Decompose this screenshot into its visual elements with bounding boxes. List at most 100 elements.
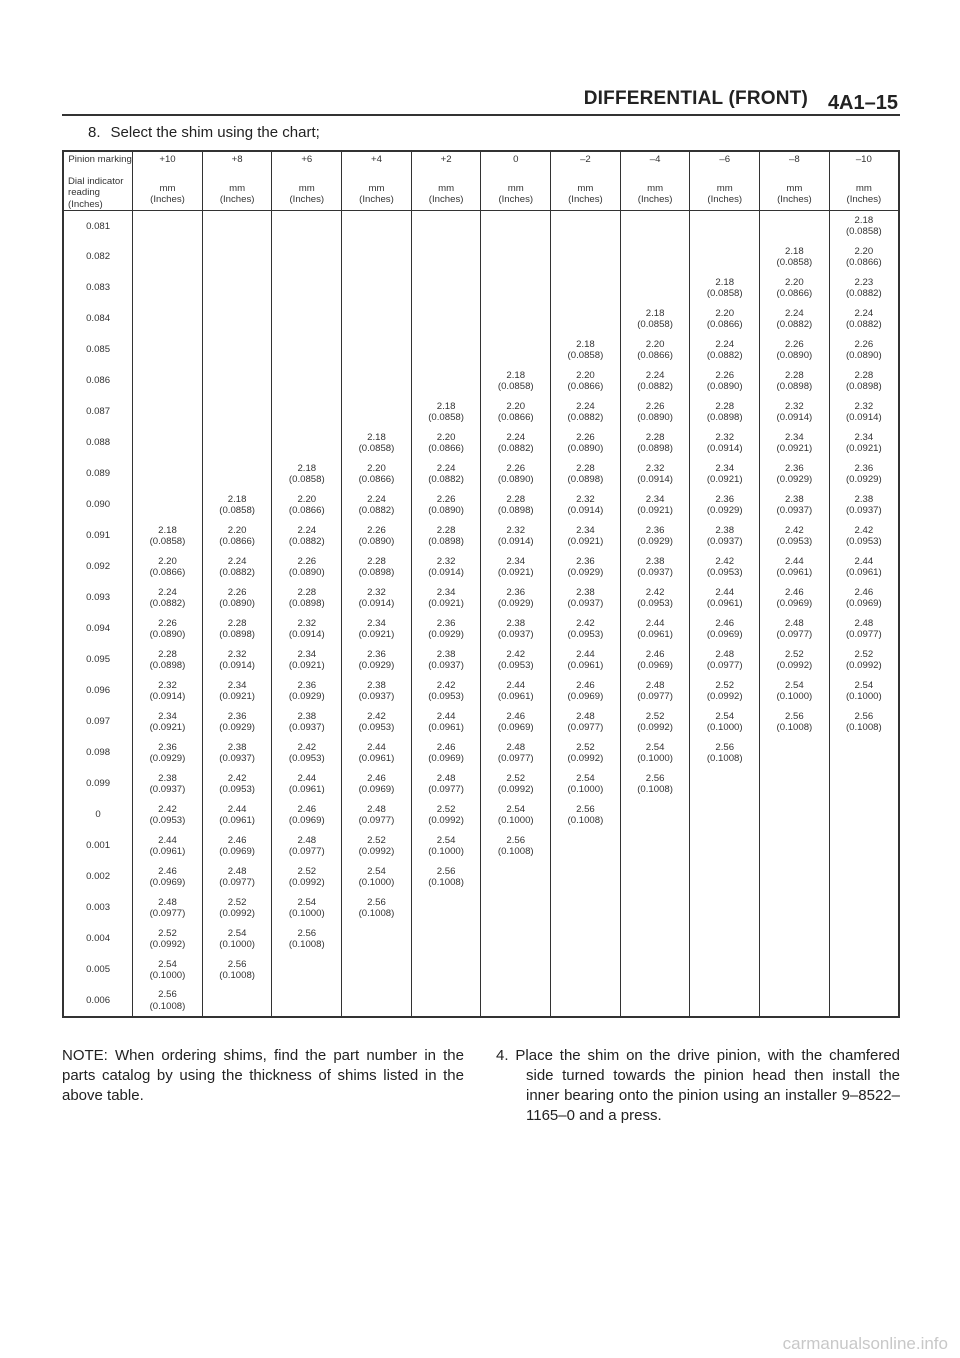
dial-reading-cell: 0.084 [86, 313, 111, 325]
pinion-marking-value: –8 [789, 154, 800, 165]
shim-thickness-cell: 2.36 (0.0929) [271, 675, 342, 707]
shim-thickness-cell: 2.56 (0.1008) [828, 706, 899, 738]
shim-thickness-cell [759, 985, 830, 1017]
dial-reading-cell: 0.092 [86, 561, 111, 573]
shim-thickness-cell [550, 830, 621, 862]
shim-thickness-cell: 2.28 (0.0898) [341, 551, 412, 583]
shim-thickness-cell [480, 892, 551, 924]
shim-thickness-cell [271, 241, 342, 273]
shim-thickness-cell: 2.44 (0.0961) [689, 582, 760, 614]
shim-thickness-cell: 2.48 (0.0977) [132, 892, 203, 924]
pinion-marking-header: +10 mm (Inches) [132, 151, 203, 211]
shim-thickness-cell [341, 241, 412, 273]
shim-thickness-cell [828, 954, 899, 986]
shim-thickness-cell [132, 427, 203, 459]
shim-thickness-cell: 2.52 (0.0992) [550, 737, 621, 769]
pinion-marking-header: –4 mm (Inches) [619, 151, 690, 211]
shim-thickness-cell: 2.24 (0.0882) [828, 303, 899, 335]
shim-thickness-cell: 2.20 (0.0866) [201, 520, 272, 552]
shim-thickness-cell [341, 954, 412, 986]
table-row: 0.090 2.18 (0.0858) 2.20 (0.0866) 2.24 (0.0882… [63, 489, 899, 521]
shim-thickness-cell: 2.38 (0.0937) [480, 613, 551, 645]
shim-thickness-cell: 2.44 (0.0961) [201, 799, 272, 831]
step-4-text: 4. Place the shim on the drive pinion, w… [496, 1047, 900, 1124]
pinion-marking-value: +6 [301, 154, 313, 165]
shim-thickness-cell: 2.56 (0.1008) [341, 892, 412, 924]
shim-thickness-cell [480, 241, 551, 273]
dial-reading-cell: 0.096 [86, 685, 111, 697]
shim-thickness-cell [341, 334, 412, 366]
shim-thickness-cell: 2.32 (0.0914) [271, 613, 342, 645]
dial-reading-cell: 0.003 [86, 902, 111, 914]
shim-thickness-cell: 2.18 (0.0858) [410, 396, 481, 428]
shim-thickness-cell: 2.24 (0.0882) [689, 334, 760, 366]
shim-thickness-cell [410, 365, 481, 397]
shim-thickness-cell [201, 303, 272, 335]
shim-thickness-cell: 2.48 (0.0977) [271, 830, 342, 862]
dial-reading-cell: 0 [95, 809, 101, 821]
pinion-marking-header: –2 mm (Inches) [550, 151, 621, 211]
shim-thickness-cell: 2.20 (0.0866) [341, 458, 412, 490]
shim-thickness-cell [201, 334, 272, 366]
dial-reading-cell: 0.099 [86, 778, 111, 790]
shim-thickness-cell: 2.48 (0.0977) [341, 799, 412, 831]
shim-thickness-cell: 2.18 (0.0858) [201, 489, 272, 521]
shim-thickness-cell: 2.44 (0.0961) [410, 706, 481, 738]
shim-thickness-cell [271, 210, 342, 242]
shim-thickness-cell: 2.36 (0.0929) [480, 582, 551, 614]
shim-thickness-cell: 2.38 (0.0937) [410, 644, 481, 676]
shim-thickness-cell: 2.18 (0.0858) [828, 210, 899, 242]
shim-thickness-cell [689, 985, 760, 1017]
shim-thickness-cell: 2.52 (0.0992) [759, 644, 830, 676]
shim-thickness-cell [619, 923, 690, 955]
shim-thickness-cell: 2.44 (0.0961) [759, 551, 830, 583]
shim-thickness-cell: 2.24 (0.0882) [132, 582, 203, 614]
shim-thickness-cell: 2.36 (0.0929) [410, 613, 481, 645]
shim-thickness-cell: 2.54 (0.1000) [550, 768, 621, 800]
page-number: 4A1–15 [827, 92, 898, 114]
shim-thickness-cell [132, 241, 203, 273]
shim-thickness-cell: 2.26 (0.0890) [271, 551, 342, 583]
shim-thickness-cell: 2.32 (0.0914) [201, 644, 272, 676]
shim-thickness-cell [410, 303, 481, 335]
dial-reading-cell: 0.097 [86, 716, 111, 728]
shim-thickness-cell: 2.44 (0.0961) [271, 768, 342, 800]
shim-thickness-cell [480, 334, 551, 366]
pinion-marking-header: 0 mm (Inches) [480, 151, 551, 211]
unit-label: mm (Inches) [777, 182, 812, 206]
shim-thickness-cell: 2.42 (0.0953) [201, 768, 272, 800]
shim-thickness-cell: 2.18 (0.0858) [480, 365, 551, 397]
pinion-marking-header: –6 mm (Inches) [689, 151, 760, 211]
shim-thickness-cell: 2.38 (0.0937) [828, 489, 899, 521]
table-row: 0.081 2.18 (0.0858) [63, 210, 899, 242]
shim-chart: Pinion marking Dial indicator reading (Inch… [62, 150, 900, 1018]
shim-thickness-cell [480, 923, 551, 955]
shim-thickness-cell: 2.38 (0.0937) [759, 489, 830, 521]
shim-thickness-cell: 2.20 (0.0866) [132, 551, 203, 583]
unit-label: mm (Inches) [150, 182, 185, 206]
shim-thickness-cell: 2.38 (0.0937) [341, 675, 412, 707]
shim-thickness-cell: 2.42 (0.0953) [410, 675, 481, 707]
pinion-marking-value: –6 [719, 154, 731, 165]
shim-thickness-cell [480, 210, 551, 242]
table-row: 0.099 2.38 (0.0937) 2.42 (0.0953) 2.44 (0.0961… [63, 768, 899, 800]
shim-thickness-cell: 2.52 (0.0992) [271, 861, 342, 893]
shim-thickness-cell [689, 768, 760, 800]
shim-selection-table: Pinion marking Dial indicator reading (Inch… [62, 150, 900, 1018]
shim-thickness-cell [132, 396, 203, 428]
shim-thickness-cell: 2.42 (0.0953) [619, 582, 690, 614]
pinion-marking-label: Pinion marking [68, 154, 132, 165]
shim-thickness-cell [759, 830, 830, 862]
shim-thickness-cell: 2.32 (0.0914) [410, 551, 481, 583]
step-number: 8. [88, 124, 101, 141]
shim-thickness-cell: 2.44 (0.0961) [550, 644, 621, 676]
shim-thickness-cell [341, 210, 412, 242]
shim-thickness-cell [271, 334, 342, 366]
shim-thickness-cell [132, 210, 203, 242]
dial-reading-cell: 0.081 [86, 220, 111, 232]
shim-thickness-cell: 2.26 (0.0890) [410, 489, 481, 521]
shim-thickness-cell: 2.54 (0.1000) [689, 706, 760, 738]
shim-thickness-cell: 2.32 (0.0914) [550, 489, 621, 521]
shim-thickness-cell: 2.52 (0.0992) [828, 644, 899, 676]
shim-thickness-cell: 2.44 (0.0961) [341, 737, 412, 769]
